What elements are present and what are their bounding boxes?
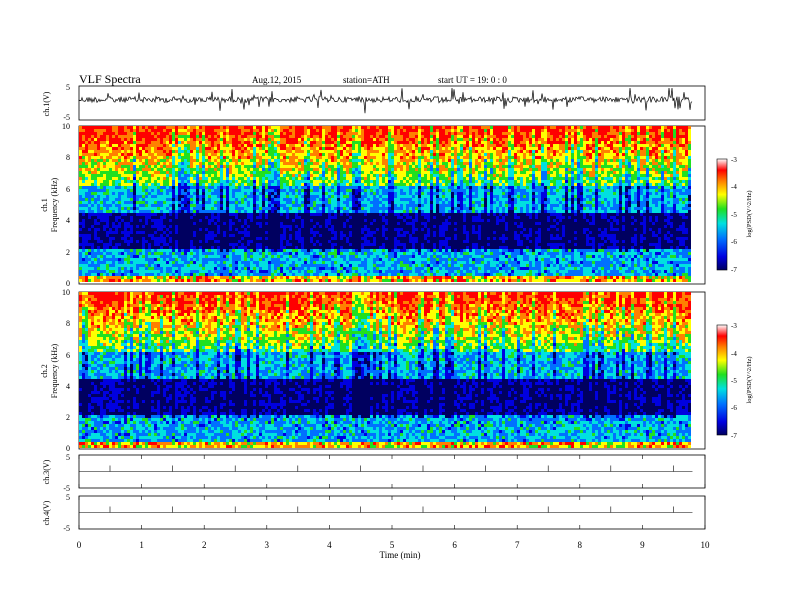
ch2-cbar-tick-3: -3 — [731, 322, 737, 330]
ch2-cbar-tick-4: -4 — [731, 350, 737, 358]
ch2-freq-tick-6: 6 — [66, 351, 70, 360]
ch1-freq-tick-4: 4 — [66, 216, 70, 225]
x-tick-1: 1 — [139, 540, 144, 550]
ch4-waveform-panel: 5 -5 ch.4(V) — [42, 493, 705, 533]
ch4-waveform-ylabel: ch.4(V) — [42, 500, 51, 525]
ch1-waveform-panel: 5 -5 ch.1(V) — [42, 83, 705, 122]
station-label: station=ATH — [343, 75, 390, 85]
ch2-cbar-tick-7: -7 — [731, 432, 737, 440]
ch2-cbar-tick-6: -6 — [731, 404, 737, 412]
ch4-ytick-top: 5 — [66, 493, 70, 502]
x-tick-4: 4 — [327, 540, 332, 550]
x-tick-3: 3 — [265, 540, 270, 550]
ch1-waveform-frame — [79, 86, 705, 120]
ch1-freq-tick-6: 6 — [66, 185, 70, 194]
ch3-waveform-ylabel: ch.3(V) — [42, 459, 51, 484]
ch3-ytick-top: 5 — [66, 453, 70, 462]
ch1-freq-tick-10: 10 — [62, 122, 70, 131]
ch1-spectrogram-heatmap — [79, 126, 691, 282]
vlf-spectra-figure: VLF Spectra Aug.12, 2015 station=ATH sta… — [0, 0, 792, 612]
ch2-freq-tick-2: 2 — [66, 413, 70, 422]
ch1-cbar-tick-6: -6 — [731, 238, 737, 246]
ch1-channel-label: ch.1 — [40, 198, 49, 212]
ch2-freq-tick-8: 8 — [66, 319, 70, 328]
ch1-frequency-ylabel: Frequency (kHz) — [50, 177, 59, 232]
ch1-colorbar-label: log(PSD(V^2/Hz) — [746, 190, 753, 237]
ch1-cbar-tick-3: -3 — [731, 156, 737, 164]
x-axis-label: Time (min) — [380, 550, 421, 560]
ch1-waveform-ylabel: ch.1(V) — [42, 91, 51, 116]
start-time-label: start UT = 19: 0 : 0 — [438, 75, 507, 85]
figure-title: VLF Spectra — [79, 72, 141, 86]
time-x-axis: 0 1 2 3 4 5 6 7 8 9 10 — [77, 540, 710, 550]
x-tick-7: 7 — [515, 540, 520, 550]
ch4-ytick-bottom: -5 — [63, 524, 70, 533]
ch2-freq-tick-10: 10 — [62, 288, 70, 297]
ch3-ytick-bottom: -5 — [63, 484, 70, 493]
ch2-spectrogram-panel: 10 8 6 4 2 0 ch.2 Frequency (kHz) -3 -4 … — [40, 288, 753, 453]
x-tick-5: 5 — [390, 540, 395, 550]
ch1-cbar-tick-7: -7 — [731, 266, 737, 274]
ch1-freq-tick-2: 2 — [66, 248, 70, 257]
ch1-spectrogram-panel: 10 8 6 4 2 0 ch.1 Frequency (kHz) -3 -4 … — [40, 122, 753, 288]
ch1-ytick-bottom: -5 — [63, 113, 70, 122]
ch1-cbar-tick-5: -5 — [731, 211, 737, 219]
ch2-frequency-ylabel: Frequency (kHz) — [50, 343, 59, 398]
x-tick-8: 8 — [578, 540, 583, 550]
x-tick-10: 10 — [701, 540, 711, 550]
ch2-freq-tick-0: 0 — [66, 444, 70, 453]
date-label: Aug.12, 2015 — [252, 75, 302, 85]
x-tick-9: 9 — [640, 540, 645, 550]
ch2-colorbar-label: log(PSD(V^2/Hz) — [746, 356, 753, 403]
ch2-colorbar — [717, 325, 727, 435]
ch1-ytick-top: 5 — [66, 83, 70, 92]
ch2-cbar-tick-5: -5 — [731, 377, 737, 385]
ch1-colorbar — [717, 159, 727, 270]
x-tick-6: 6 — [452, 540, 457, 550]
ch1-freq-tick-8: 8 — [66, 153, 70, 162]
ch2-spectrogram-heatmap — [79, 292, 691, 448]
ch3-waveform-panel: 5 -5 ch.3(V) — [42, 453, 705, 493]
x-tick-2: 2 — [202, 540, 207, 550]
ch2-freq-tick-4: 4 — [66, 382, 70, 391]
ch2-channel-label: ch.2 — [40, 364, 49, 378]
ch1-freq-tick-0: 0 — [66, 279, 70, 288]
x-tick-0: 0 — [77, 540, 82, 550]
ch1-cbar-tick-4: -4 — [731, 183, 737, 191]
